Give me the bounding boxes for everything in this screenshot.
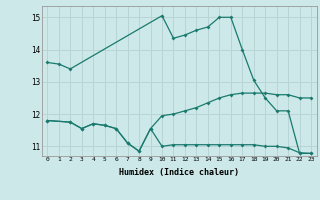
X-axis label: Humidex (Indice chaleur): Humidex (Indice chaleur): [119, 168, 239, 177]
